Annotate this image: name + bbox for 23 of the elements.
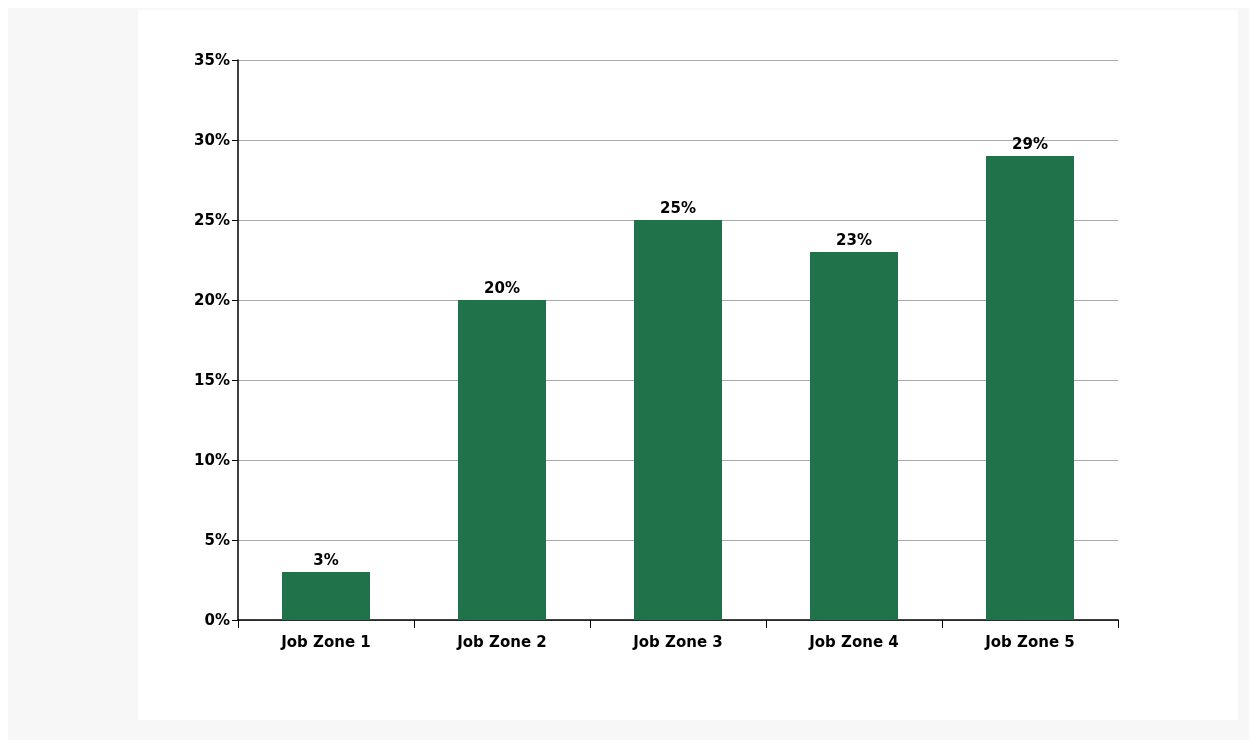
data-label: 25% xyxy=(660,198,696,217)
bar xyxy=(986,156,1074,620)
y-tick-label: 35% xyxy=(194,51,230,69)
data-label: 29% xyxy=(1012,134,1048,153)
y-tick-label: 25% xyxy=(194,211,230,229)
bar xyxy=(810,252,898,620)
data-label: 23% xyxy=(836,230,872,249)
bar xyxy=(282,572,370,620)
x-tick-label: Job Zone 1 xyxy=(280,632,371,651)
data-label: 20% xyxy=(484,278,520,297)
x-tick-label: Job Zone 4 xyxy=(808,632,899,651)
y-tick-label: 10% xyxy=(194,451,230,469)
bar xyxy=(634,220,722,620)
y-tick-label: 15% xyxy=(194,371,230,389)
data-label: 3% xyxy=(313,550,339,569)
y-tick-label: 0% xyxy=(204,611,230,629)
x-tick-label: Job Zone 2 xyxy=(456,632,547,651)
x-tick-label: Job Zone 5 xyxy=(984,632,1075,651)
x-tick-label: Job Zone 3 xyxy=(632,632,723,651)
bar xyxy=(458,300,546,620)
y-tick-label: 20% xyxy=(194,291,230,309)
y-tick-label: 30% xyxy=(194,131,230,149)
y-tick-label: 5% xyxy=(204,531,230,549)
